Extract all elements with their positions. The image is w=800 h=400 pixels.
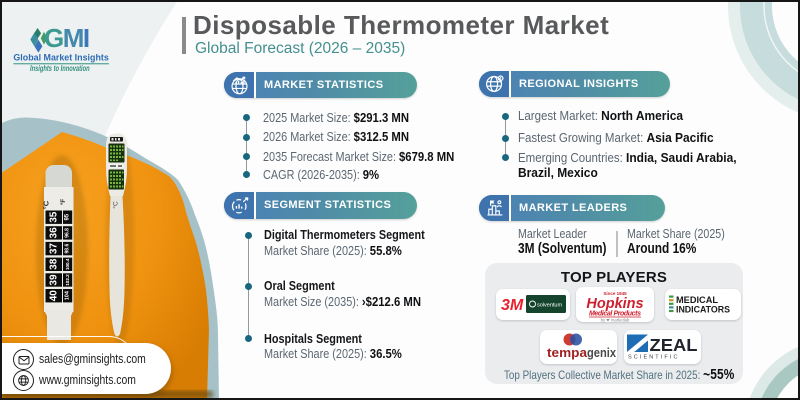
svg-text:genix: genix — [587, 345, 617, 360]
svg-text:Since 1945: Since 1945 — [603, 291, 627, 296]
svg-text:104: 104 — [65, 290, 71, 300]
svg-text:ZEAL: ZEAL — [650, 335, 698, 355]
svg-text:38: 38 — [49, 258, 60, 270]
svg-text:98.6: 98.6 — [65, 244, 71, 254]
svg-text:by ❤ marketlab: by ❤ marketlab — [601, 318, 630, 323]
svg-text:100.4: 100.4 — [65, 258, 70, 270]
svg-text:solventum: solventum — [537, 303, 562, 309]
svg-text:GMI: GMI — [44, 23, 89, 53]
svg-text:MEDICAL: MEDICAL — [676, 295, 719, 305]
svg-text:96.8: 96.8 — [65, 228, 71, 238]
svg-text:36: 36 — [49, 227, 60, 239]
svg-text:40: 40 — [49, 290, 60, 302]
svg-text:°F: °F — [61, 199, 67, 205]
svg-text:39: 39 — [49, 274, 60, 286]
svg-text:37: 37 — [49, 243, 60, 255]
svg-text:SCIENTIFIC: SCIENTIFIC — [628, 355, 680, 361]
svg-text:°C: °C — [42, 200, 51, 209]
svg-text:95: 95 — [65, 213, 71, 220]
svg-text:Hopkins: Hopkins — [586, 296, 643, 312]
svg-text:Global Market Insights: Global Market Insights — [13, 53, 108, 64]
svg-text:°C: °C — [112, 201, 120, 209]
svg-text:Medical Products: Medical Products — [589, 311, 641, 318]
svg-text:tempa: tempa — [547, 345, 588, 360]
svg-text:35: 35 — [49, 211, 60, 223]
svg-text:102.2: 102.2 — [65, 274, 70, 286]
svg-text:Insights to Innovation: Insights to Innovation — [30, 64, 90, 73]
svg-text:INDICATORS: INDICATORS — [676, 305, 730, 315]
svg-text:3M: 3M — [501, 297, 524, 314]
